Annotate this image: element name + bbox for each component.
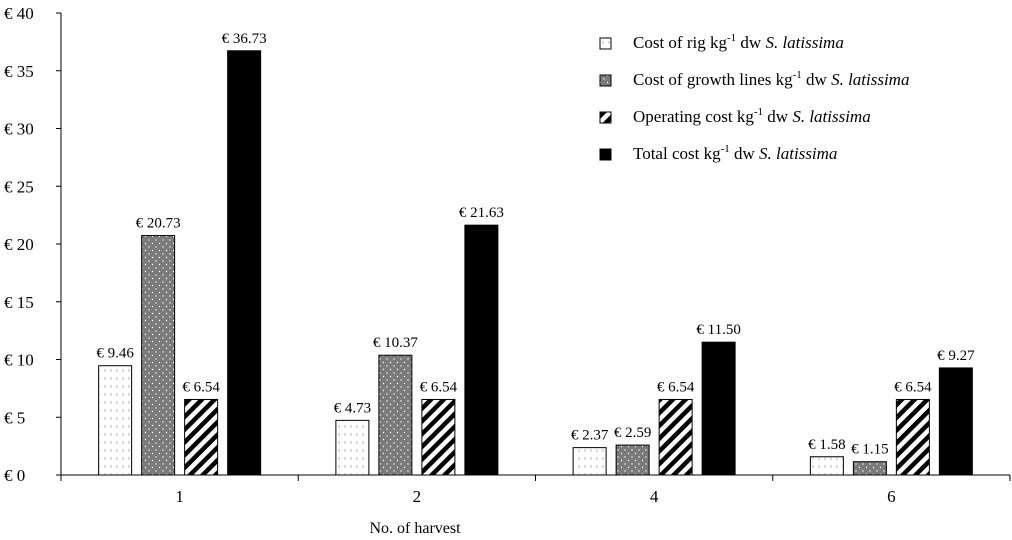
data-label: € 10.37 (373, 335, 419, 351)
bar-series-4-harvest-1 (227, 50, 262, 476)
bar-series-1-harvest-4 (572, 447, 607, 476)
y-tick-label: € 10 (4, 351, 34, 370)
x-tick-label: 4 (650, 487, 659, 506)
legend-swatch (599, 74, 612, 87)
bar-series-4-harvest-2 (464, 224, 499, 476)
data-label: € 4.73 (334, 400, 372, 416)
data-label: € 2.37 (571, 428, 609, 444)
axes: € 0 € 5 € 10 € 15 € 20 € 25 € 30 € 35 € 40 1 2 4 6 (4, 4, 1011, 506)
legend-label: Operating cost kg-1 dw S. latissima (633, 106, 871, 126)
x-tick-label: 1 (175, 487, 184, 506)
data-label: € 6.54 (420, 379, 458, 395)
bar-series-1-harvest-6 (809, 456, 844, 476)
data-label: € 11.50 (696, 322, 740, 338)
data-label: € 1.15 (851, 442, 889, 458)
data-label: € 20.73 (136, 216, 181, 232)
data-label: € 1.58 (808, 437, 846, 453)
x-tick-label: 6 (887, 487, 896, 506)
data-label: € 9.46 (96, 346, 134, 362)
y-tick-label: € 30 (4, 120, 34, 139)
y-tick-label: € 35 (4, 62, 34, 81)
data-label: € 6.54 (657, 379, 695, 395)
bar-series-2-harvest-4 (615, 444, 650, 476)
y-tick-label: € 20 (4, 235, 34, 254)
y-tick-label: € 25 (4, 177, 34, 196)
bar-series-4-harvest-6 (938, 367, 973, 476)
bars (98, 50, 973, 476)
bar-series-1-harvest-1 (98, 365, 133, 476)
data-label: € 21.63 (459, 205, 504, 221)
data-label: € 36.73 (222, 31, 267, 47)
bar-series-3-harvest-1 (184, 398, 219, 476)
data-labels: € 9.46 € 20.73 € 6.54 € 36.73 € 4.73 € 10.37 €… (96, 31, 975, 458)
bar-series-2-harvest-2 (378, 354, 413, 476)
bar-series-2-harvest-1 (141, 235, 176, 476)
data-label: € 2.59 (614, 425, 652, 441)
bar-series-4-harvest-4 (701, 341, 736, 476)
legend-label: Cost of growth lines kg-1 dw S. latissim… (633, 69, 909, 89)
bar-series-3-harvest-2 (421, 398, 456, 476)
bar-series-3-harvest-6 (895, 398, 930, 476)
y-tick-label: € 15 (4, 293, 34, 312)
bar-series-2-harvest-6 (852, 461, 887, 476)
y-tick-label: € 0 (4, 466, 25, 485)
legend-label: Cost of rig kg-1 dw S. latissima (633, 32, 844, 52)
legend: Cost of rig kg-1 dw S. latissima Cost of … (599, 32, 909, 163)
x-axis-label: No. of harvest (369, 520, 461, 537)
bar-series-3-harvest-4 (658, 398, 693, 476)
y-tick-label: € 5 (4, 408, 25, 427)
legend-swatch (599, 37, 612, 50)
bar-series-1-harvest-2 (335, 419, 370, 476)
legend-label: Total cost kg-1 dw S. latissima (633, 143, 837, 163)
data-label: € 9.27 (937, 348, 975, 364)
legend-swatch (599, 148, 612, 161)
legend-swatch (599, 111, 612, 124)
y-tick-label: € 40 (4, 4, 34, 23)
data-label: € 6.54 (894, 379, 932, 395)
x-tick-label: 2 (413, 487, 422, 506)
data-label: € 6.54 (182, 379, 220, 395)
